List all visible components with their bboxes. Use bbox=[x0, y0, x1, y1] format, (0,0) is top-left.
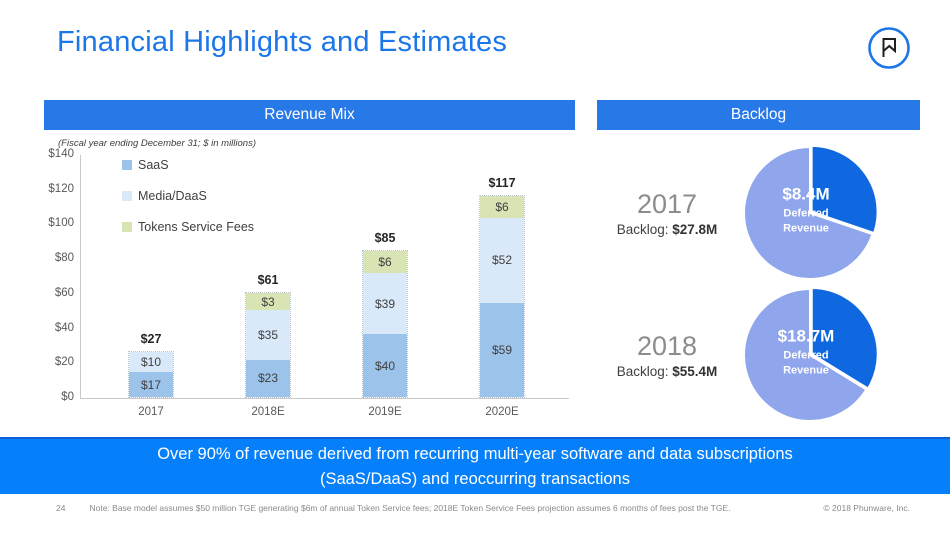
backlog-year-label: 2018 bbox=[636, 331, 698, 361]
footnote: Note: Base model assumes $50 million TGE… bbox=[89, 503, 731, 513]
banner-line-1: Over 90% of revenue derived from recurri… bbox=[157, 444, 793, 463]
pie-slice-remaining-backlog bbox=[743, 146, 874, 280]
bar-segment-label: $59 bbox=[491, 342, 513, 357]
banner-line-2: (SaaS/DaaS) and reoccurring transactions bbox=[320, 469, 630, 488]
y-tick-label: $40 bbox=[54, 321, 74, 334]
backlog-year-label: 2017 bbox=[636, 189, 698, 219]
bar-segment-media-daas: $39 bbox=[363, 272, 407, 335]
pie-chart-2017: $8.4M Deferred Revenue bbox=[740, 143, 880, 283]
x-category-label: 2019E bbox=[368, 406, 402, 418]
legend-item: SaaS bbox=[122, 158, 254, 172]
backlog-amount-prefix: Backlog: bbox=[616, 222, 673, 237]
y-tick-label: $20 bbox=[54, 356, 74, 369]
y-axis-line bbox=[80, 155, 81, 398]
backlog-amount-label: Backlog: $27.8M bbox=[597, 222, 737, 237]
backlog-pies: 2017 Backlog: $27.8M $8.4M Deferred Revenue… bbox=[597, 130, 920, 500]
bar-2017: $10 $17 bbox=[128, 351, 174, 398]
bar-total-label: $61 bbox=[257, 273, 279, 288]
backlog-meta-2018: 2018 Backlog: $55.4M bbox=[597, 331, 737, 379]
bar-segment-media-daas: $52 bbox=[480, 218, 524, 303]
y-tick-label: $60 bbox=[54, 286, 74, 299]
y-tick-label: $100 bbox=[48, 217, 74, 230]
y-tick-label: $0 bbox=[61, 391, 74, 403]
bar-segment-media-daas: $35 bbox=[246, 310, 290, 360]
bar-segment-label: $6 bbox=[495, 199, 509, 214]
bar-segment-label: $3 bbox=[261, 294, 275, 309]
bar-segment-label: $6 bbox=[378, 255, 392, 270]
bar-2020E: $6 $52 $59 bbox=[479, 194, 525, 398]
pie-svg bbox=[743, 287, 879, 422]
legend-label: Media/DaaS bbox=[138, 189, 207, 203]
bar-segment-media-daas: $10 bbox=[129, 352, 173, 373]
chart-legend: SaaS Media/DaaS Tokens Service Fees bbox=[122, 158, 254, 251]
bar-segment-label: $23 bbox=[257, 371, 279, 386]
x-category-label: 2018E bbox=[251, 406, 285, 418]
chart-subtitle: (Fiscal year ending December 31; $ in mi… bbox=[58, 138, 256, 149]
bar-segment-tokens-service-fees: $6 bbox=[480, 195, 524, 219]
bar-segment-tokens-service-fees: $6 bbox=[363, 251, 407, 273]
y-tick-label: $140 bbox=[48, 148, 74, 160]
bar-segment-label: $35 bbox=[257, 327, 279, 342]
bar-total-label: $27 bbox=[140, 332, 162, 347]
legend-item: Media/DaaS bbox=[122, 189, 254, 203]
x-category-label: 2020E bbox=[485, 406, 519, 418]
page-number: 24 bbox=[56, 503, 66, 513]
x-category-label: 2017 bbox=[138, 406, 164, 418]
pie-slice-remaining-backlog bbox=[743, 288, 868, 422]
backlog-amount-value: $27.8M bbox=[672, 222, 718, 237]
pie-slice-deferred-revenue bbox=[810, 144, 879, 235]
backlog-amount-value: $55.4M bbox=[672, 364, 718, 379]
page-title: Financial Highlights and Estimates bbox=[57, 26, 508, 58]
legend-item: Tokens Service Fees bbox=[122, 220, 254, 234]
revenue-mix-bar-chart: SaaS Media/DaaS Tokens Service Fees $0 $20 $… bbox=[44, 144, 575, 440]
bar-segment-saas: $17 bbox=[129, 372, 173, 397]
backlog-amount-prefix: Backlog: bbox=[616, 364, 673, 379]
legend-swatch bbox=[122, 160, 132, 170]
revenue-mix-header: Revenue Mix bbox=[44, 100, 575, 130]
legend-swatch bbox=[122, 191, 132, 201]
backlog-meta-2017: 2017 Backlog: $27.8M bbox=[597, 189, 737, 237]
bar-segment-label: $10 bbox=[140, 355, 162, 370]
backlog-row-2017: 2017 Backlog: $27.8M $8.4M Deferred Revenue bbox=[597, 143, 920, 283]
legend-label: SaaS bbox=[138, 158, 169, 172]
bar-segment-tokens-service-fees: $3 bbox=[246, 293, 290, 311]
bar-segment-label: $40 bbox=[374, 358, 396, 373]
bar-segment-label: $39 bbox=[374, 296, 396, 311]
footer: 24 Note: Base model assumes $50 million … bbox=[0, 503, 950, 513]
bar-2018E: $3 $35 $23 bbox=[245, 292, 291, 398]
bar-total-label: $117 bbox=[488, 175, 516, 190]
backlog-header: Backlog bbox=[597, 100, 920, 130]
pie-chart-2018: $18.7M Deferred Revenue bbox=[740, 285, 880, 425]
bar-segment-label: $52 bbox=[491, 253, 513, 268]
bar-segment-saas: $40 bbox=[363, 334, 407, 397]
bar-total-label: $85 bbox=[374, 231, 396, 246]
backlog-panel: Backlog 2017 Backlog: $27.8M $8.4M Deferred… bbox=[597, 100, 920, 500]
legend-label: Tokens Service Fees bbox=[138, 220, 255, 234]
legend-swatch bbox=[122, 222, 132, 232]
bar-segment-saas: $23 bbox=[246, 359, 290, 397]
x-axis-line bbox=[80, 398, 569, 399]
pie-svg bbox=[743, 144, 879, 280]
backlog-amount-label: Backlog: $55.4M bbox=[597, 364, 737, 379]
key-message-banner: Over 90% of revenue derived from recurri… bbox=[0, 437, 950, 494]
bar-segment-label: $17 bbox=[140, 377, 162, 392]
backlog-row-2018: 2018 Backlog: $55.4M $18.7M Deferred Revenu… bbox=[597, 285, 920, 425]
y-tick-label: $80 bbox=[54, 252, 74, 265]
y-tick-label: $120 bbox=[48, 182, 74, 195]
phunware-logo-icon bbox=[868, 27, 910, 69]
bar-segment-saas: $59 bbox=[480, 302, 524, 397]
pie-slice-deferred-revenue bbox=[810, 287, 879, 390]
copyright: © 2018 Phunware, Inc. bbox=[823, 503, 910, 513]
bar-2019E: $6 $39 $40 bbox=[362, 250, 408, 398]
revenue-mix-panel: Revenue Mix (Fiscal year ending December… bbox=[44, 100, 575, 418]
